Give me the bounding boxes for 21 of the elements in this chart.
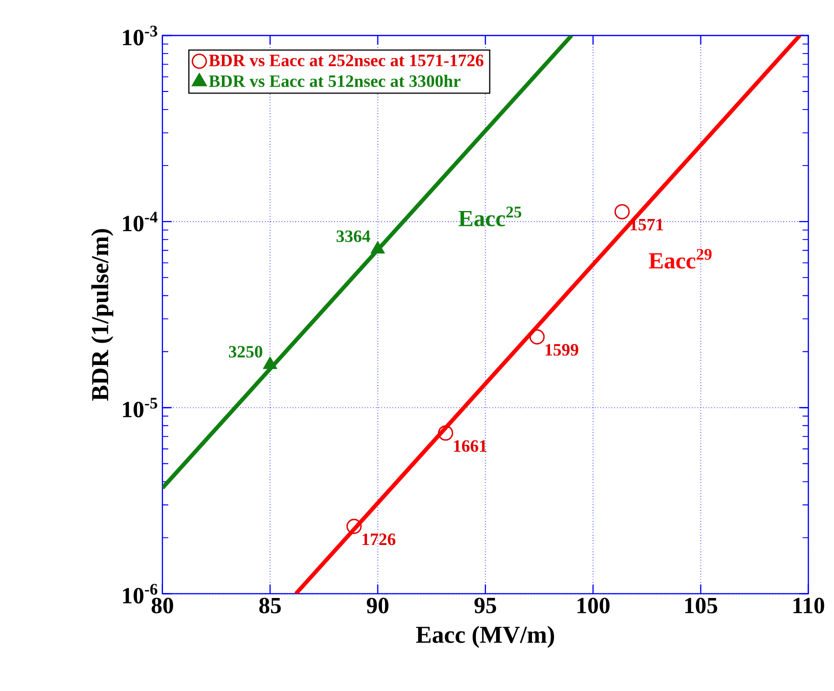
y-tick-label: 10$^{-4}$ <box>123 212 158 232</box>
annotation: 1661 <box>454 440 486 452</box>
annotation: 1599 <box>546 344 578 356</box>
y-axis-title: BDR (1/pulse/m) <box>91 228 114 401</box>
x-tick-label: 100 <box>578 598 610 614</box>
legend-label: BDR vs Eacc at 512nsec at 3300hr <box>208 74 460 87</box>
series-label: Eacc$^{29}$ <box>648 248 712 268</box>
x-tick-label: 85 <box>259 598 281 614</box>
annotation: 3250 <box>228 346 262 358</box>
x-tick-label: 95 <box>474 598 496 614</box>
x-tick-label: 105 <box>685 598 718 614</box>
x-tick-label: 90 <box>366 598 388 614</box>
annotation: 3364 <box>336 230 370 242</box>
y-tick-label: 10$^{-3}$ <box>123 26 158 46</box>
annotation: 1726 <box>362 533 396 546</box>
legend-label: BDR vs Eacc at 252nsec at 1571-1726 <box>208 54 484 66</box>
annotation: 1571 <box>630 218 664 230</box>
y-tick-label: 10$^{-5}$ <box>123 398 158 418</box>
series-label: Eacc$^{25}$ <box>458 206 522 226</box>
x-tick-label: 110 <box>794 598 824 614</box>
x-axis-title: Eacc (MV/m) <box>416 626 554 648</box>
